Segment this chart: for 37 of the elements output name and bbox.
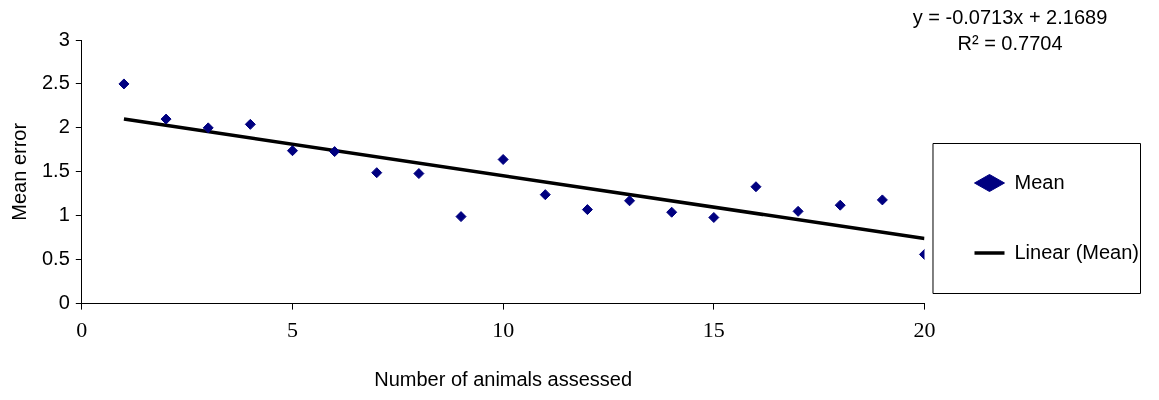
point (244, 118, 256, 130)
point (286, 145, 298, 157)
point (539, 189, 551, 201)
legend-label: Linear (Mean) (1014, 240, 1140, 263)
x-tick-label: 20 (913, 316, 936, 342)
point (876, 194, 888, 206)
legend-label: Mean (1014, 170, 1065, 193)
y-axis-title: Mean error (7, 122, 30, 221)
point (118, 78, 130, 90)
point (750, 181, 762, 193)
x-tick-label: 5 (286, 316, 298, 342)
point (371, 167, 383, 179)
point (624, 195, 636, 207)
point (581, 204, 593, 216)
y-tick-label: 1 (58, 203, 70, 226)
y-tick-label: 3 (58, 27, 70, 50)
x-tick-label: 0 (76, 316, 88, 342)
x-axis-title: Number of animals assessed (374, 367, 633, 390)
point (160, 113, 172, 125)
point (413, 168, 425, 180)
y-tick-label: 2 (58, 115, 70, 138)
x-tick-label: 10 (492, 316, 515, 342)
text: R² = 0.7704 (957, 31, 1063, 54)
y-tick-label: 0.5 (41, 247, 70, 270)
point (497, 154, 509, 165)
y-tick-label: 1.5 (41, 159, 70, 182)
point (202, 122, 214, 134)
point (329, 146, 341, 158)
point (834, 199, 846, 211)
x-tick-label: 15 (702, 316, 725, 342)
point (455, 211, 467, 223)
text: y = -0.0713x + 2.1689 (912, 5, 1108, 28)
point (708, 211, 720, 223)
point (792, 205, 804, 217)
point (666, 206, 678, 218)
y-tick-label: 2.5 (41, 71, 70, 94)
y-tick-label: 0 (58, 291, 70, 314)
